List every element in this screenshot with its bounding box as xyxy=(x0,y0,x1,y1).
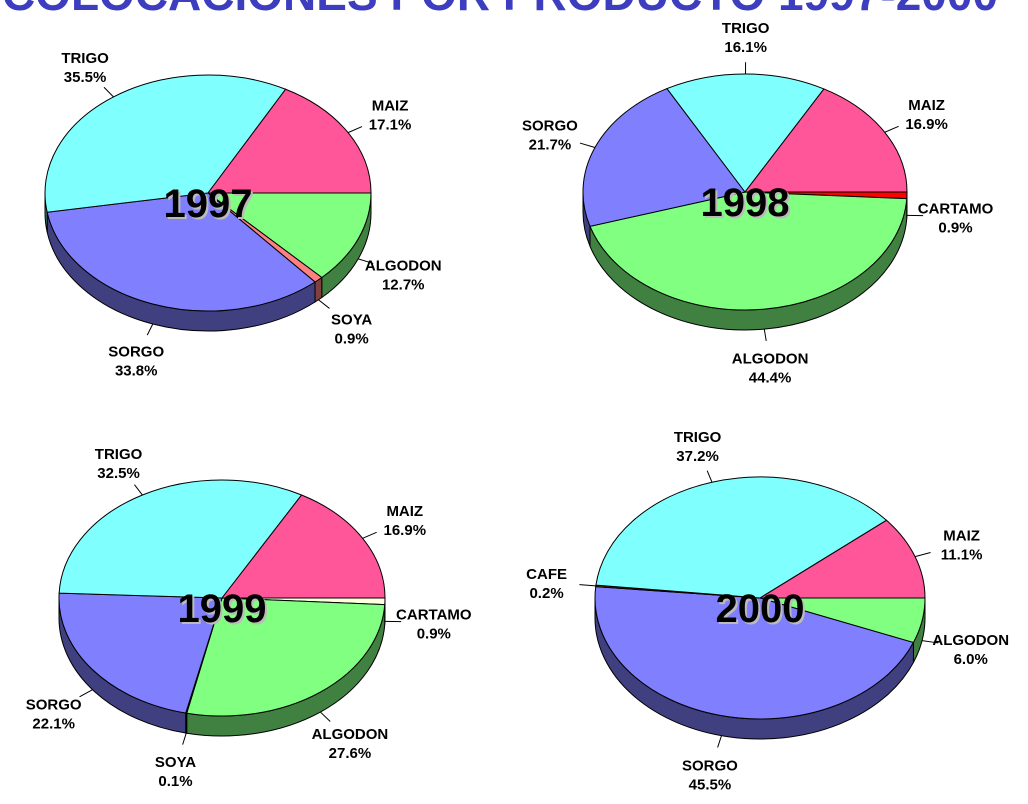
slice xyxy=(186,597,386,717)
slice-value-label: 21.7% xyxy=(529,136,572,153)
slice xyxy=(758,519,926,599)
slice-value-label: 0.1% xyxy=(158,773,192,790)
slice xyxy=(46,192,316,312)
slice-label: TRIGO xyxy=(674,429,722,446)
slice-value-label: 16.9% xyxy=(905,116,948,133)
slice-value-label: 33.8% xyxy=(115,363,158,380)
leader-line xyxy=(763,329,767,341)
leader-line xyxy=(914,552,931,558)
pie: ALGODON 12.7% SOYA 0.9% SORGO 33.8% TRIGO 35.5%… xyxy=(44,50,442,380)
slice xyxy=(582,87,746,227)
slice xyxy=(594,586,915,720)
slice-value-label: 35.5% xyxy=(64,69,107,86)
slice-label: ALGODON xyxy=(932,632,1009,649)
leader-line xyxy=(358,258,374,264)
slice xyxy=(58,592,223,714)
slice-value-label: 0.2% xyxy=(529,585,563,602)
slice-label: TRIGO xyxy=(722,20,770,37)
slice-label: TRIGO xyxy=(61,50,109,67)
leader-line xyxy=(79,689,93,698)
slice-label: SORGO xyxy=(682,757,738,774)
slice-label: ALGODON xyxy=(365,258,442,275)
year-label: 1999 xyxy=(178,587,267,631)
slice xyxy=(220,494,386,599)
slice-value-label: 44.4% xyxy=(749,370,792,387)
slice xyxy=(207,88,372,194)
leader-line xyxy=(347,126,363,134)
slice-label: CAFE xyxy=(526,566,567,583)
slice xyxy=(743,88,908,193)
year-label-shadow: 1998 xyxy=(703,183,792,227)
slice-label: TRIGO xyxy=(95,446,143,463)
page-title: COLOCACIONES POR PRODUCTO 1997-2000 xyxy=(2,0,998,20)
slice-label: ALGODON xyxy=(312,726,389,743)
slice-label: MAIZ xyxy=(908,97,945,114)
pie: CARTAMO 0.9% ALGODON 27.6% SOYA 0.1% SORGO 22.1… xyxy=(26,446,472,790)
leader-line xyxy=(182,732,187,745)
slice-label: SORGO xyxy=(26,697,82,714)
leader-line xyxy=(146,323,154,336)
slice-label: SORGO xyxy=(108,344,164,361)
leader-line xyxy=(706,470,713,483)
year-label: 1997 xyxy=(164,182,253,226)
slice xyxy=(206,192,372,279)
year-label-shadow: 1999 xyxy=(180,589,269,633)
slice-label: SORGO xyxy=(522,117,578,134)
slice-value-label: 11.1% xyxy=(941,546,983,563)
slice-label: CARTAMO xyxy=(918,200,994,217)
slice-label: ALGODON xyxy=(732,351,809,368)
slice-value-label: 22.1% xyxy=(32,716,75,733)
slice-value-label: 0.9% xyxy=(417,625,451,642)
leader-line xyxy=(134,484,143,496)
leader-line xyxy=(320,711,331,722)
leader-line xyxy=(103,86,114,98)
slice xyxy=(595,476,888,599)
slice xyxy=(44,74,287,213)
slice-value-label: 45.5% xyxy=(689,776,732,793)
slice-value-label: 37.2% xyxy=(676,448,719,465)
leader-line xyxy=(318,299,330,309)
leader-line xyxy=(884,125,899,133)
slice-value-label: 0.9% xyxy=(938,219,972,236)
slice-value-label: 6.0% xyxy=(954,651,988,668)
slice-label: MAIZ xyxy=(372,97,409,114)
pie: CARTAMO 0.9% ALGODON 44.4% SORGO 21.7% TRIGO 16… xyxy=(522,20,994,386)
year-label-shadow: 1997 xyxy=(166,184,255,228)
slice-label: SOYA xyxy=(331,312,372,329)
slice-value-label: 17.1% xyxy=(369,116,412,133)
leader-line xyxy=(717,735,722,748)
year-label: 1998 xyxy=(701,181,790,225)
year-label: 2000 xyxy=(716,587,805,631)
slice-value-label: 32.5% xyxy=(97,465,140,482)
leader-line xyxy=(362,531,377,539)
slice xyxy=(589,191,908,311)
leader-line xyxy=(579,142,596,149)
year-label-shadow: 2000 xyxy=(718,589,807,633)
slice-label: MAIZ xyxy=(386,503,423,520)
slice-value-label: 0.9% xyxy=(334,331,368,348)
slice-value-label: 27.6% xyxy=(329,745,372,762)
slice-value-label: 16.1% xyxy=(724,39,767,56)
slice-label: SOYA xyxy=(155,754,196,771)
pie: ALGODON 6.0% SORGO 45.5% CAFE 0.2% TRIGO 37.2% M… xyxy=(526,429,1009,793)
leader-line xyxy=(922,640,939,644)
slice-label: CARTAMO xyxy=(396,606,472,623)
slice-value-label: 16.9% xyxy=(384,522,427,539)
slice-label: MAIZ xyxy=(943,527,980,544)
slice-value-label: 12.7% xyxy=(382,277,425,294)
leader-line xyxy=(579,584,596,587)
